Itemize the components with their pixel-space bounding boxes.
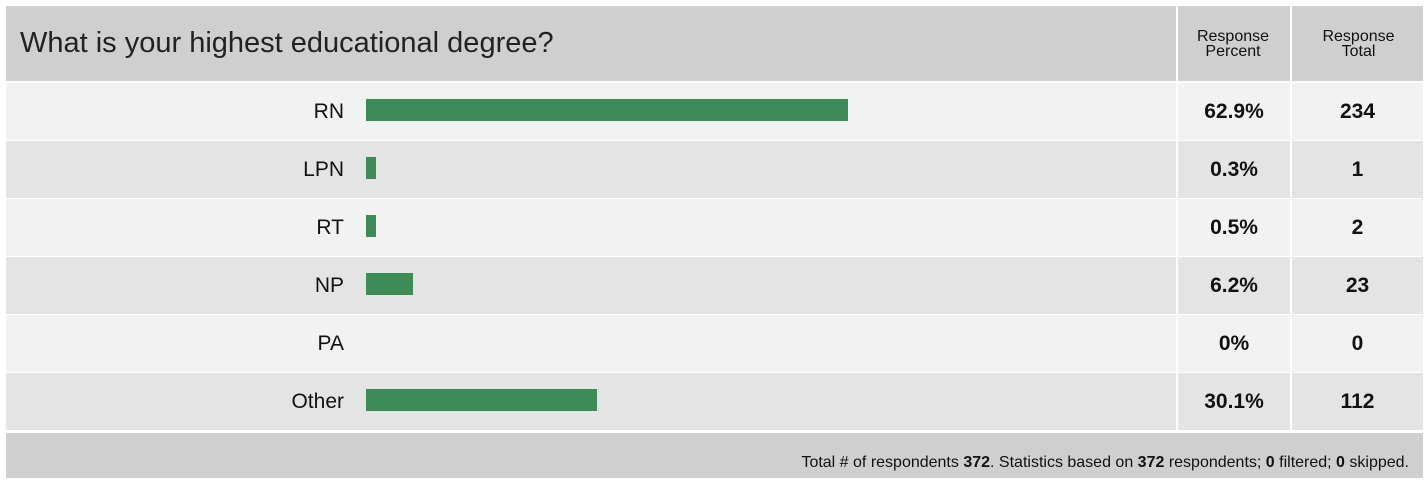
column-divider bbox=[1290, 83, 1292, 140]
bar-track bbox=[356, 83, 1166, 140]
response-percent-value: 6.2% bbox=[1210, 274, 1258, 297]
response-total-value: 2 bbox=[1351, 216, 1364, 239]
filtered-count: 0 bbox=[1265, 454, 1275, 471]
column-divider bbox=[1176, 257, 1178, 314]
footer-after-based: respondents; bbox=[1164, 454, 1266, 471]
bar-track bbox=[356, 257, 1166, 314]
answer-label: RT bbox=[316, 216, 344, 239]
bar-track bbox=[356, 315, 1166, 372]
column-divider bbox=[1290, 6, 1292, 81]
based-on-count: 372 bbox=[1137, 454, 1165, 471]
footer-middle: . Statistics based on bbox=[990, 454, 1138, 471]
skipped-count: 0 bbox=[1336, 454, 1345, 471]
response-total-value: 23 bbox=[1345, 274, 1370, 297]
response-percent-header-line1: Response bbox=[1196, 27, 1270, 45]
response-total-value: 234 bbox=[1339, 100, 1376, 123]
question-title: What is your highest educational degree? bbox=[20, 27, 554, 59]
table-header: What is your highest educational degree?… bbox=[6, 6, 1423, 81]
answer-row: NP 6.2% 23 bbox=[6, 257, 1423, 314]
answer-label: LPN bbox=[303, 158, 344, 181]
table-footer: Total # of respondents 372. Statistics b… bbox=[6, 433, 1423, 478]
footer-after-skipped: skipped. bbox=[1344, 454, 1409, 471]
column-divider bbox=[1290, 257, 1292, 314]
response-percent-value: 62.9% bbox=[1204, 100, 1264, 123]
answer-label: NP bbox=[314, 274, 344, 297]
response-total-value: 1 bbox=[1351, 158, 1364, 181]
answer-label: RN bbox=[313, 100, 344, 123]
answer-label: Other bbox=[291, 390, 344, 413]
column-divider bbox=[1290, 315, 1292, 372]
response-bar bbox=[366, 99, 848, 121]
bar-track bbox=[356, 141, 1166, 198]
response-percent-header: Response Percent bbox=[1176, 6, 1290, 81]
response-percent-value: 30.1% bbox=[1204, 390, 1264, 413]
column-divider bbox=[1176, 141, 1178, 198]
response-total-header-line2: Total bbox=[1341, 42, 1376, 60]
footer-prefix: Total # of respondents bbox=[801, 454, 964, 471]
response-bar bbox=[366, 273, 413, 295]
response-bar bbox=[366, 215, 376, 237]
response-bar bbox=[366, 157, 376, 179]
column-divider bbox=[1176, 315, 1178, 372]
response-percent-header-line2: Percent bbox=[1205, 42, 1261, 60]
column-divider bbox=[1290, 373, 1292, 430]
answer-row: RN 62.9% 234 bbox=[6, 83, 1423, 140]
answer-row: PA 0% 0 bbox=[6, 315, 1423, 372]
column-divider bbox=[1290, 141, 1292, 198]
answer-row: RT 0.5% 2 bbox=[6, 199, 1423, 256]
respondent-count: 372 bbox=[963, 454, 991, 471]
response-total-header-line1: Response bbox=[1322, 27, 1395, 45]
bar-track bbox=[356, 373, 1166, 430]
response-percent-value: 0.5% bbox=[1210, 216, 1258, 239]
response-total-value: 112 bbox=[1340, 390, 1375, 413]
response-total-value: 0 bbox=[1351, 332, 1364, 355]
response-percent-value: 0.3% bbox=[1210, 158, 1258, 181]
footer-after-filtered: filtered; bbox=[1274, 454, 1337, 471]
response-total-header: Response Total bbox=[1294, 6, 1423, 81]
respondent-summary: Total # of respondents 372. Statistics b… bbox=[801, 433, 1409, 478]
survey-results-table: What is your highest educational degree?… bbox=[6, 6, 1423, 478]
answer-row: Other 30.1% 112 bbox=[6, 373, 1423, 430]
bar-track bbox=[356, 199, 1166, 256]
response-bar bbox=[366, 389, 597, 411]
column-divider bbox=[1176, 83, 1178, 140]
response-percent-value: 0% bbox=[1218, 332, 1250, 355]
column-divider bbox=[1176, 199, 1178, 256]
column-divider bbox=[1176, 373, 1178, 430]
column-divider bbox=[1176, 6, 1178, 81]
column-divider bbox=[1290, 199, 1292, 256]
answer-row: LPN 0.3% 1 bbox=[6, 141, 1423, 198]
answer-label: PA bbox=[317, 332, 344, 355]
